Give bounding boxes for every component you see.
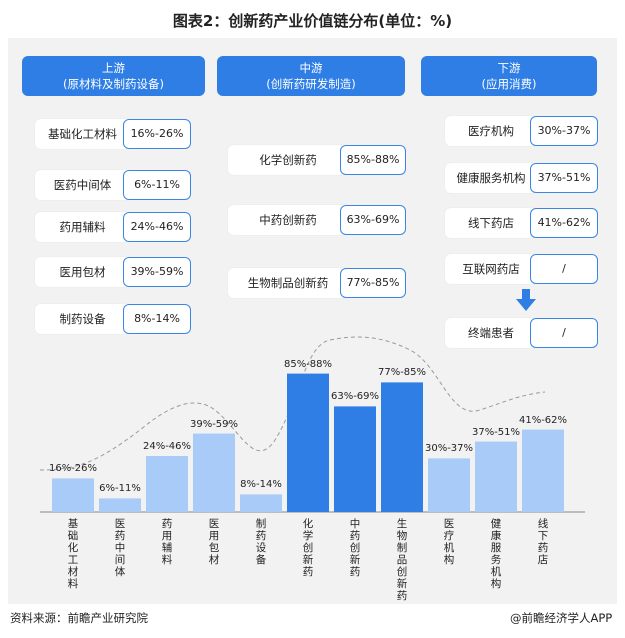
header-downstream: 下游 (应用消费)	[421, 56, 597, 96]
header-midstream-name: 中游	[299, 61, 323, 75]
bar-downstream	[475, 441, 517, 512]
x-tick-label: 基础化工材料	[67, 518, 79, 590]
x-tick-label: 中药创新药	[349, 518, 361, 578]
header-upstream-name: 上游	[102, 61, 125, 75]
upstream-value: 24%-46%	[123, 212, 191, 242]
upstream-value: 6%-11%	[123, 170, 191, 200]
midstream-label: 生物制品创新药	[228, 268, 348, 298]
header-upstream: 上游 (原材料及制药设备)	[22, 56, 205, 96]
upstream-label: 医药中间体	[35, 170, 130, 200]
bar-upstream	[146, 456, 188, 512]
x-tick-label: 医药中间体	[114, 518, 126, 578]
downstream-label: 健康服务机构	[445, 163, 537, 193]
bar-value-label: 63%-69%	[330, 391, 380, 403]
upstream-label: 基础化工材料	[35, 119, 130, 149]
downstream-value: /	[530, 254, 598, 284]
bar-value-label: 85%-88%	[283, 358, 333, 370]
midstream-value: 77%-85%	[340, 268, 406, 298]
bar-upstream	[99, 498, 141, 512]
bar-value-label: 6%-11%	[99, 483, 141, 495]
header-downstream-name: 下游	[497, 61, 521, 75]
header-midstream: 中游 (创新药研发制造)	[217, 56, 405, 96]
upstream-value: 8%-14%	[123, 304, 191, 334]
downstream-value: 30%-37%	[530, 116, 598, 146]
downstream-value: /	[530, 318, 598, 348]
midstream-value: 85%-88%	[340, 145, 406, 175]
downstream-value: 41%-62%	[530, 208, 598, 238]
upstream-value: 39%-59%	[123, 257, 191, 287]
downstream-label: 线下药店	[445, 208, 537, 238]
x-tick-label: 医用包材	[208, 518, 220, 566]
x-tick-label: 线下药店	[537, 518, 549, 566]
bar-upstream	[52, 478, 94, 512]
x-tick-label: 健康服务机构	[490, 518, 502, 590]
x-tick-label: 制药设备	[255, 518, 267, 566]
bar-midstream	[334, 406, 376, 512]
midstream-label: 化学创新药	[228, 145, 348, 175]
midstream-value: 63%-69%	[340, 205, 406, 235]
header-downstream-sub: (应用消费)	[481, 77, 537, 91]
bar-value-label: 24%-46%	[142, 441, 192, 452]
bar-value-label: 37%-51%	[471, 426, 521, 438]
downstream-value: 37%-51%	[530, 163, 598, 193]
bar-value-label: 8%-14%	[240, 479, 282, 491]
upstream-label: 医用包材	[35, 257, 130, 287]
header-midstream-sub: (创新药研发制造)	[266, 77, 356, 91]
bar-value-label: 41%-62%	[518, 414, 568, 426]
bar-value-label: 30%-37%	[424, 443, 474, 455]
down-arrow-icon	[516, 289, 536, 311]
upstream-value: 16%-26%	[123, 119, 191, 149]
x-tick-label: 药用辅料	[161, 518, 173, 566]
header-upstream-sub: (原材料及制药设备)	[63, 77, 164, 91]
source-note: 资料来源：前瞻产业研究院	[10, 611, 148, 625]
bar-value-label: 16%-26%	[48, 463, 98, 475]
bar-midstream	[381, 382, 423, 512]
bar-midstream	[287, 373, 329, 512]
chart-title: 图表2：创新药产业价值链分布(单位：%)	[172, 12, 453, 30]
downstream-label: 医疗机构	[445, 116, 537, 146]
x-tick-label: 医疗机构	[443, 518, 455, 566]
x-tick-label: 生物制品创新药	[396, 518, 408, 602]
x-tick-label: 化学创新药	[302, 518, 314, 578]
bar-value-label: 77%-85%	[377, 367, 427, 379]
bar-upstream	[240, 494, 282, 512]
downstream-label: 互联网药店	[445, 254, 537, 284]
bar-upstream	[193, 433, 235, 512]
bar-downstream	[428, 458, 470, 512]
downstream-label: 终端患者	[445, 318, 537, 348]
brand-note: @前瞻经济学人APP	[510, 611, 613, 625]
bar-value-label: 39%-59%	[189, 418, 239, 430]
bar-downstream	[522, 429, 564, 512]
midstream-label: 中药创新药	[228, 205, 348, 235]
upstream-label: 制药设备	[35, 304, 130, 334]
upstream-label: 药用辅料	[35, 212, 130, 242]
